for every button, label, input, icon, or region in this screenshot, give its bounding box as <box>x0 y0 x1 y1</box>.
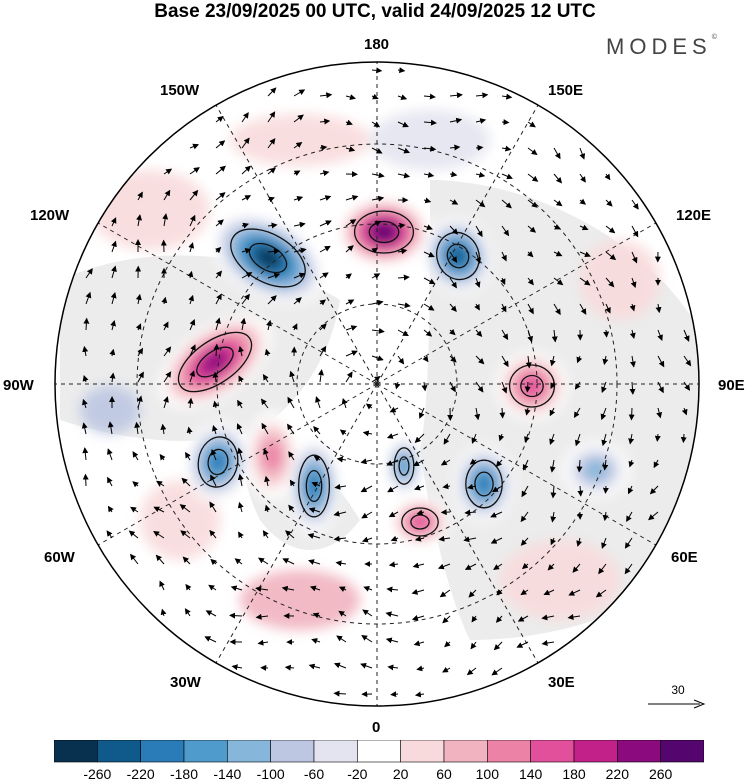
colorbar-swatch <box>660 740 704 763</box>
lon-label-120e: 120E <box>676 207 712 224</box>
colorbar-swatch <box>97 740 141 763</box>
colorbar <box>54 740 704 763</box>
colorbar-tick-label: -260 <box>83 766 112 782</box>
lon-label-60e: 60E <box>671 549 698 566</box>
positive-anomaly-east-siberian-sea <box>338 198 430 266</box>
colorbar-tick-label: 60 <box>436 766 452 782</box>
colorbar-tick-label: 260 <box>648 766 673 782</box>
colorbar-tick-label: -180 <box>169 766 199 782</box>
colorbar-swatch <box>443 740 488 763</box>
map-boundary <box>54 61 700 707</box>
colorbar-swatch <box>487 740 531 763</box>
colorbar-tick-label: -100 <box>256 766 285 782</box>
colorbar-tick-label: -220 <box>126 766 155 782</box>
lon-label-90w: 90W <box>3 377 34 394</box>
colorbar-swatch <box>357 740 401 763</box>
colorbar-swatch <box>313 740 358 763</box>
colorbar-tick-label: -60 <box>303 766 325 782</box>
colorbar-swatch <box>530 740 575 763</box>
colorbar-swatch <box>227 740 271 763</box>
colorbar-tick-label: -20 <box>347 766 368 782</box>
colorbar-tick-label: 20 <box>392 766 409 782</box>
positive-anomaly-central-siberia <box>496 352 568 420</box>
colorbar-tick-label: 220 <box>605 766 629 782</box>
lon-label-180: 180 <box>364 36 390 53</box>
colorbar-tick-label: 180 <box>562 766 586 782</box>
colorbar-swatch <box>140 740 185 763</box>
colorbar-swatch <box>270 740 315 763</box>
positive-anomaly-canada <box>159 315 271 409</box>
colorbar-swatch <box>54 740 98 763</box>
colorbar-swatch <box>400 740 445 763</box>
negative-anomaly-labrador <box>185 422 251 502</box>
negative-anomaly-ural <box>562 442 630 498</box>
negative-anomaly-barents <box>386 436 422 496</box>
colorbar-swatch <box>617 740 661 763</box>
brand-logo: MODES© <box>606 34 717 59</box>
lon-label-150e: 150E <box>548 82 584 99</box>
wind-reference-label: 30 <box>671 683 685 697</box>
lon-label-30e: 30E <box>548 674 575 691</box>
lon-label-0: 0 <box>372 719 381 736</box>
lon-label-60w: 60W <box>44 549 75 566</box>
colorbar-tick-label: 100 <box>475 766 499 782</box>
colorbar-swatch <box>573 740 618 763</box>
colorbar-swatch <box>183 740 228 763</box>
wind-reference-arrow <box>648 699 706 709</box>
lon-label-150w: 150W <box>160 82 200 99</box>
colorbar-tick-label: 140 <box>518 766 543 782</box>
lon-label-90e: 90E <box>718 377 745 394</box>
colorbar-tick-label: -140 <box>213 766 242 782</box>
lon-label-30w: 30W <box>170 674 201 691</box>
map-title: Base 23/09/2025 00 UTC, valid 24/09/2025… <box>154 1 596 22</box>
lon-label-120w: 120W <box>30 207 70 224</box>
positive-anomaly-greenland <box>246 412 298 500</box>
